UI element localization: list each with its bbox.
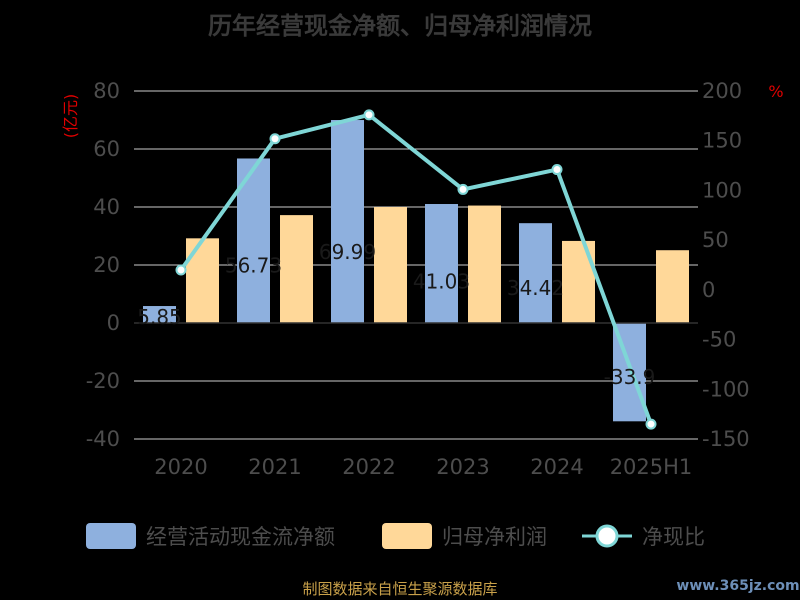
left-axis-unit: (亿元) (61, 94, 80, 139)
legend-swatch-cashflow (86, 523, 136, 549)
legend-label-ratio: 净现比 (642, 525, 705, 549)
cashflow-bar (519, 223, 552, 323)
right-tick-label: -150 (702, 427, 750, 451)
left-axis-ticks: 80 60 40 20 0 -20 -40 (86, 79, 120, 451)
cashflow-data-label: 56.73 (225, 253, 282, 277)
profit-bar (562, 240, 595, 323)
right-tick-label: -100 (702, 377, 750, 401)
right-axis-ticks: 200 150 100 50 0 -50 -100 -150 (702, 79, 750, 451)
cashflow-bar (425, 204, 458, 323)
x-tick-label: 2022 (342, 455, 395, 479)
data-source-note: 制图数据来自恒生聚源数据库 (302, 580, 497, 598)
right-axis-unit: % (768, 82, 783, 101)
x-tick-label: 2023 (436, 455, 489, 479)
legend: 经营活动现金流净额 归母净利润 净现比 (86, 523, 705, 549)
chart-title: 历年经营现金净额、归母净利润情况 (208, 12, 592, 40)
data-labels: 5.85 56.73 69.99 41.03 34.42 -33.9 (137, 240, 655, 389)
ratio-line (175, 109, 657, 430)
legend-label-cashflow: 经营活动现金流净额 (146, 525, 335, 549)
ratio-point (269, 133, 281, 145)
cashflow-data-label: -33.9 (604, 365, 656, 389)
cashflow-bar (143, 306, 176, 323)
right-tick-label: 50 (702, 228, 729, 252)
profit-bar (280, 215, 313, 323)
cashflow-data-label: 34.42 (507, 276, 564, 300)
ratio-point (175, 264, 187, 276)
x-axis-labels: 2020 2021 2022 2023 2024 2025H1 (154, 455, 692, 479)
legend-swatch-ratio-marker (595, 524, 619, 548)
right-tick-label: 200 (702, 79, 742, 103)
right-tick-label: 0 (702, 278, 715, 302)
left-tick-label: 40 (93, 195, 120, 219)
cashflow-data-label: 69.99 (319, 240, 376, 264)
legend-swatch-profit (382, 523, 432, 549)
left-tick-label: 60 (93, 137, 120, 161)
profit-bar (468, 205, 501, 323)
left-tick-label: 20 (93, 253, 120, 277)
right-tick-label: -50 (702, 328, 736, 352)
x-tick-label: 2021 (248, 455, 301, 479)
ratio-point (457, 183, 469, 195)
profit-bar (374, 207, 407, 323)
ratio-point (363, 109, 375, 121)
ratio-series-line (179, 112, 653, 425)
profit-bar (656, 250, 689, 323)
x-tick-label: 2020 (154, 455, 207, 479)
legend-label-profit: 归母净利润 (442, 525, 547, 549)
watermark: www.365jz.com (676, 578, 799, 594)
cashflow-bar (331, 120, 364, 324)
cashflow-data-label: 5.85 (137, 305, 182, 329)
x-tick-label: 2024 (530, 455, 583, 479)
cashflow-data-label: 41.03 (413, 269, 470, 293)
left-tick-label: 0 (107, 311, 120, 335)
x-tick-label: 2025H1 (610, 455, 693, 479)
left-tick-label: -20 (86, 369, 120, 393)
profit-bar (186, 238, 219, 323)
right-tick-label: 100 (702, 178, 742, 202)
left-tick-label: 80 (93, 79, 120, 103)
left-tick-label: -40 (86, 427, 120, 451)
ratio-point (645, 418, 657, 430)
ratio-point (551, 164, 563, 176)
bars (134, 120, 698, 422)
right-tick-label: 150 (702, 129, 742, 153)
